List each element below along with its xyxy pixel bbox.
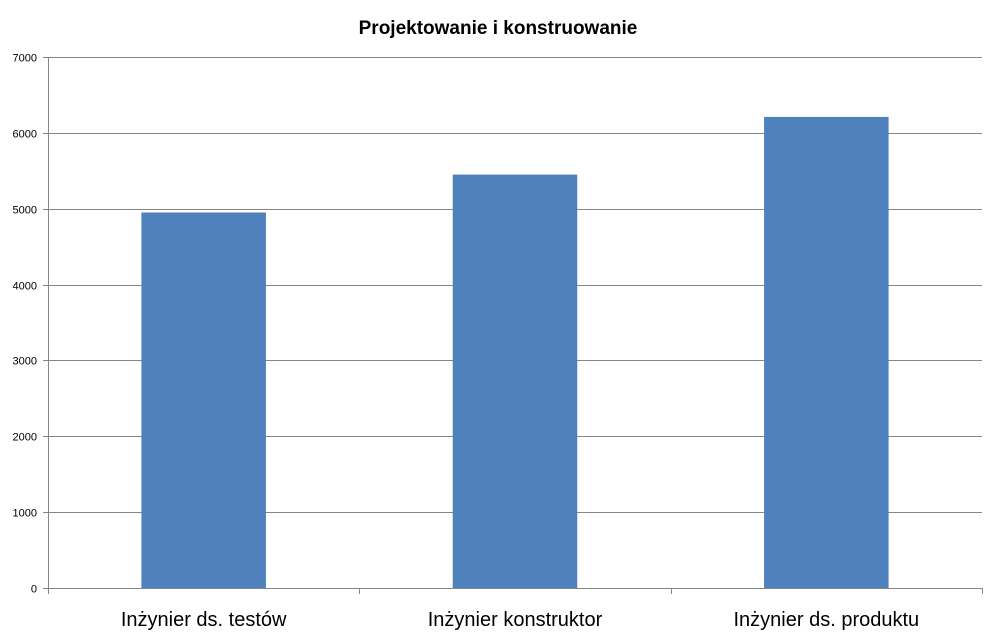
y-tick-label: 0 <box>31 584 37 596</box>
y-axis-ticks: 0 1000 2000 3000 4000 5000 6000 7000 <box>13 53 37 596</box>
y-tick-label: 4000 <box>13 281 37 293</box>
x-tick-label: Inżynier ds. produktu <box>734 609 920 631</box>
chart-title: Projektowanie i konstruowanie <box>359 18 638 39</box>
bar <box>141 212 266 588</box>
bar <box>764 116 889 589</box>
x-tick-label: Inżynier ds. testów <box>121 609 287 631</box>
bars <box>141 116 889 589</box>
y-tick-label: 1000 <box>13 508 37 520</box>
x-axis-ticks: Inżynier ds. testów Inżynier konstruktor I… <box>121 609 919 631</box>
y-tick-label: 3000 <box>13 356 37 368</box>
axes <box>43 57 983 594</box>
bar <box>452 174 578 589</box>
y-tick-label: 2000 <box>13 432 37 444</box>
y-tick-label: 5000 <box>13 205 37 217</box>
x-tick-label: Inżynier konstruktor <box>428 609 603 631</box>
y-tick-label: 7000 <box>13 53 37 65</box>
y-tick-label: 6000 <box>13 129 37 141</box>
